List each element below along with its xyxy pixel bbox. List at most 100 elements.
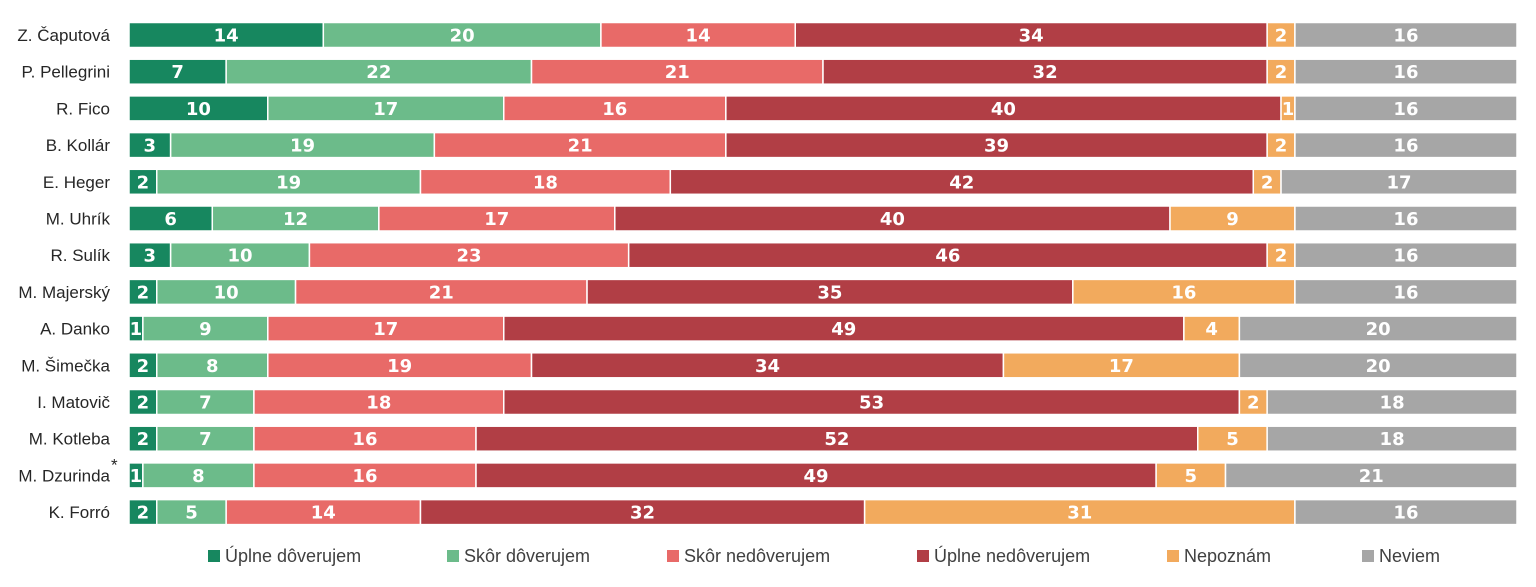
bar-segment-neviem: [1266, 388, 1518, 416]
bar-segment-nepoznam: [1155, 462, 1227, 489]
data-label: 20: [450, 26, 475, 47]
legend-swatch: [447, 550, 459, 562]
data-label: 10: [186, 99, 211, 120]
bar-segment-uplne-nedoverujem: [475, 425, 1199, 452]
legend-swatch: [208, 550, 220, 562]
bar-segment-skor-nedoverujem: [267, 352, 533, 379]
chart-legend: Úplne dôverujem Skôr dôverujem Skôr nedôve…: [208, 545, 1440, 566]
bar-segment-skor-nedoverujem: [253, 425, 477, 452]
data-label: 1: [1282, 99, 1295, 120]
legend-item-skor-doverujem: Skôr dôverujem: [447, 546, 590, 566]
legend-item-uplne-doverujem: Úplne dôverujem: [208, 545, 361, 566]
bar-segment-skor-doverujem: [169, 241, 311, 269]
legend-swatch: [667, 550, 679, 562]
data-label: 23: [457, 246, 482, 267]
data-label: 46: [935, 246, 960, 267]
bar-row-e-heger: E. Heger 2 19 18 42 2 17: [43, 168, 1518, 196]
legend-item-nepoznam: Nepoznám: [1167, 546, 1271, 566]
data-label: 17: [1386, 172, 1411, 193]
data-label: 32: [1033, 62, 1058, 83]
category-label: M. Uhrík: [46, 210, 111, 229]
legend-label: Neviem: [1379, 546, 1440, 566]
category-label: E. Heger: [43, 173, 110, 192]
data-label: 16: [1393, 99, 1418, 120]
bar-row-i-matovic: I. Matovič 2 7 18 53 2 18: [37, 388, 1518, 416]
bar-segment-uplne-nedoverujem: [627, 241, 1268, 269]
bar-segment-skor-nedoverujem: [600, 21, 796, 49]
data-label: 3: [144, 136, 157, 157]
category-label: A. Danko: [40, 320, 110, 339]
category-label: K. Forró: [49, 503, 110, 522]
data-label: 4: [1205, 319, 1218, 340]
data-label: 17: [1109, 356, 1134, 377]
bar-segment-neviem: [1294, 21, 1518, 49]
chart-rows: Z. Čaputová 14 20 14 34 2 16P. Pellegrini 7 22 21…: [17, 21, 1518, 526]
data-label: 2: [137, 393, 150, 414]
data-label: 1: [130, 319, 143, 340]
legend-swatch: [917, 550, 929, 562]
data-label: 18: [1380, 429, 1405, 450]
bar-segment-uplne-doverujem: [128, 131, 172, 159]
category-label: B. Kollár: [46, 136, 111, 155]
data-label: 10: [214, 282, 239, 303]
category-label: R. Sulík: [50, 246, 110, 265]
data-label: 2: [137, 503, 150, 524]
data-label: 31: [1067, 503, 1092, 524]
bar-segment-skor-doverujem: [169, 131, 436, 159]
bar-segment-uplne-doverujem: [128, 58, 227, 85]
bar-segment-skor-nedoverujem: [530, 58, 824, 85]
bar-row-m-kotleba: M. Kotleba 2 7 16 52 5 18: [29, 425, 1518, 452]
bar-segment-skor-doverujem: [156, 278, 297, 306]
data-label: 3: [144, 246, 157, 267]
data-label: 2: [137, 172, 150, 193]
bar-segment-neviem: [1294, 58, 1518, 85]
data-label: 17: [484, 209, 509, 230]
data-label: 2: [1275, 246, 1288, 267]
bar-segment-nepoznam: [1266, 131, 1296, 159]
category-label: M. Majerský: [18, 283, 110, 302]
data-label: 7: [171, 62, 184, 83]
bar-segment-neviem: [1266, 425, 1518, 452]
bar-segment-uplne-doverujem: [128, 95, 269, 122]
data-label: 16: [1393, 62, 1418, 83]
bar-segment-uplne-doverujem: [128, 21, 325, 49]
bar-row-r-sulik: R. Sulík 3 10 23 46 2 16: [50, 241, 1518, 269]
legend-label: Úplne nedôverujem: [934, 545, 1090, 566]
bar-segment-uplne-nedoverujem: [725, 131, 1268, 159]
legend-item-skor-nedoverujem: Skôr nedôverujem: [667, 546, 830, 566]
bar-segment-skor-doverujem: [156, 168, 422, 196]
data-label: 2: [137, 356, 150, 377]
data-label: 7: [199, 393, 212, 414]
bar-segment-skor-nedoverujem: [253, 462, 477, 489]
data-label: 1: [130, 466, 143, 487]
data-label: 2: [1275, 136, 1288, 157]
data-label: 8: [206, 356, 219, 377]
data-label: 17: [373, 319, 398, 340]
legend-swatch: [1167, 550, 1179, 562]
data-label: 21: [568, 136, 593, 157]
category-label: Z. Čaputová: [17, 26, 110, 45]
bar-segment-skor-nedoverujem: [294, 278, 588, 306]
bar-segment-skor-doverujem: [225, 58, 533, 85]
legend-label: Skôr dôverujem: [464, 546, 590, 566]
bar-segment-skor-doverujem: [156, 352, 269, 379]
bar-segment-uplne-doverujem: [128, 352, 158, 379]
data-label: 20: [1366, 356, 1391, 377]
bar-segment-neviem: [1294, 205, 1518, 232]
data-label: 19: [276, 172, 301, 193]
bar-segment-neviem: [1238, 315, 1518, 342]
data-label: 16: [1393, 282, 1418, 303]
data-label: 21: [665, 62, 690, 83]
bar-segment-neviem: [1280, 168, 1518, 196]
data-label: 5: [1185, 466, 1198, 487]
bar-row-a-danko: A. Danko 1 9 17 49 4 20: [40, 315, 1518, 342]
data-label: 18: [533, 172, 558, 193]
data-label: 16: [352, 466, 377, 487]
bar-segment-neviem: [1294, 498, 1518, 526]
bar-segment-skor-nedoverujem: [419, 168, 672, 196]
bar-segment-skor-nedoverujem: [253, 388, 505, 416]
data-label: 16: [1393, 246, 1418, 267]
legend-label: Nepoznám: [1184, 546, 1271, 566]
data-label: 40: [880, 209, 905, 230]
